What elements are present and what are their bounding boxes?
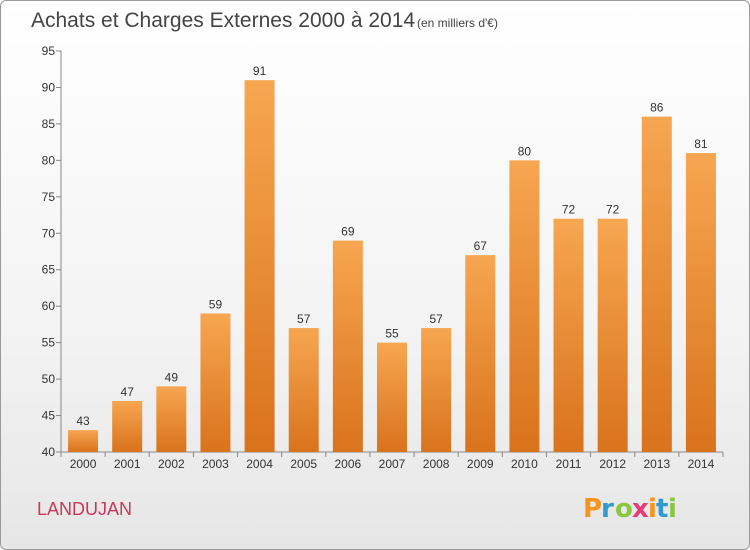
bar	[465, 255, 496, 452]
y-tick-label: 40	[42, 445, 56, 459]
proxiti-logo: Pr o x i t i	[583, 494, 677, 524]
bar	[288, 328, 319, 452]
bar-value-label: 91	[253, 64, 267, 78]
bar-value-label: 49	[165, 370, 179, 384]
y-tick-label: 60	[42, 299, 56, 313]
logo-letter: o	[615, 494, 633, 524]
bar-value-label: 47	[121, 385, 135, 399]
bar-value-label: 59	[209, 297, 223, 311]
x-tick-label: 2004	[246, 457, 273, 471]
bar	[597, 218, 628, 452]
chart-title: Achats et Charges Externes 2000 à 2014	[31, 9, 415, 32]
bar	[200, 313, 231, 452]
logo-letter: x	[632, 494, 649, 524]
bar	[553, 218, 584, 452]
bar	[421, 328, 452, 452]
bar	[641, 116, 672, 453]
axes: 40 45 50 55 60 65 70 75 80 85 90 95 2000 2001 2002 2003…	[42, 44, 724, 471]
logo-letter: P	[583, 494, 602, 524]
bar-value-label: 55	[385, 327, 399, 341]
bar	[685, 153, 716, 452]
x-tick-label: 2003	[202, 457, 229, 471]
x-tick-label: 2000	[70, 457, 97, 471]
x-tick-label: 2014	[688, 457, 715, 471]
y-tick-label: 50	[42, 372, 56, 386]
chart-unit: (en milliers d'€)	[417, 16, 498, 30]
bar-value-label: 81	[694, 137, 708, 151]
y-tick-label: 70	[42, 226, 56, 240]
bar-value-label: 69	[341, 225, 355, 239]
y-tick-label: 75	[42, 190, 56, 204]
bar	[376, 342, 408, 452]
y-tick-label: 95	[42, 44, 56, 58]
x-tick-label: 2010	[511, 457, 538, 471]
x-tick-label: 2008	[423, 457, 450, 471]
logo-letter: t	[656, 494, 668, 524]
bars: 43 47 49 59 91 57 69 55 57 67 80 72 72 86 81	[68, 64, 716, 453]
y-tick-label: 90	[42, 80, 56, 94]
bar-value-label: 67	[474, 239, 488, 253]
x-tick-label: 2009	[467, 457, 494, 471]
x-tick-label: 2013	[643, 457, 670, 471]
bar-value-label: 80	[518, 144, 532, 158]
bar	[509, 160, 540, 452]
logo-letter: i	[668, 494, 677, 524]
logo-letter: r	[601, 494, 614, 524]
bar	[156, 386, 187, 452]
commune-name: LANDUJAN	[37, 499, 132, 519]
x-tick-label: 2006	[335, 457, 362, 471]
x-tick-label: 2011	[556, 457, 582, 471]
x-tick-label: 2007	[379, 457, 406, 471]
bar-value-label: 57	[297, 312, 311, 326]
y-tick-label: 65	[42, 263, 56, 277]
y-tick-label: 45	[42, 409, 56, 423]
bar	[332, 240, 363, 452]
bar-value-label: 72	[606, 203, 620, 217]
bar-value-label: 43	[76, 414, 90, 428]
bar	[244, 80, 275, 452]
y-tick-label: 85	[42, 117, 56, 131]
y-tick-label: 80	[42, 153, 56, 167]
y-tick-label: 55	[42, 336, 56, 350]
x-tick-label: 2012	[599, 457, 626, 471]
x-tick-label: 2005	[290, 457, 317, 471]
bar-value-label: 86	[650, 101, 664, 115]
x-tick-label: 2002	[158, 457, 185, 471]
logo-letter: i	[648, 494, 657, 524]
bar	[112, 400, 143, 452]
bar	[68, 430, 99, 452]
bar-value-label: 57	[429, 312, 443, 326]
bar-value-label: 72	[562, 203, 576, 217]
x-tick-label: 2001	[114, 457, 141, 471]
